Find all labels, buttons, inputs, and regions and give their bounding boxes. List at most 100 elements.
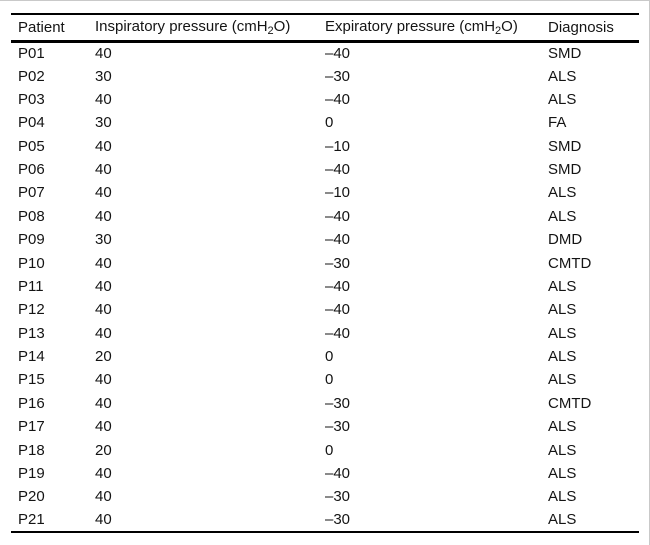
cell-expiratory: 0 bbox=[325, 371, 334, 389]
table-row: P09 30 –40 DMD bbox=[11, 228, 639, 251]
table-row: P13 40 –40 ALS bbox=[11, 322, 639, 345]
cell-inspiratory: 40 bbox=[95, 90, 112, 108]
table-row: P21 40 –30 ALS bbox=[11, 509, 639, 532]
table-body: P01 40 –40 SMD P02 30 –30 ALS P03 40 –40 ALS P04 30 0 F… bbox=[11, 41, 639, 532]
cell-inspiratory: 40 bbox=[95, 488, 112, 506]
table-row: P03 40 –40 ALS bbox=[11, 88, 639, 111]
table-row: P20 40 –30 ALS bbox=[11, 485, 639, 508]
cell-patient: P01 bbox=[18, 44, 45, 62]
cell-inspiratory: 30 bbox=[95, 231, 112, 249]
cell-patient: P17 bbox=[18, 418, 45, 436]
cell-diagnosis: ALS bbox=[548, 488, 577, 506]
table-row: P12 40 –40 ALS bbox=[11, 298, 639, 321]
cell-patient: P18 bbox=[18, 441, 45, 459]
cell-diagnosis: SMD bbox=[548, 44, 582, 62]
cell-diagnosis: ALS bbox=[548, 301, 577, 319]
cell-patient: P06 bbox=[18, 161, 45, 179]
table-row: P10 40 –30 CMTD bbox=[11, 251, 639, 274]
column-header-inspiratory-text-end: O) bbox=[273, 17, 291, 35]
cell-diagnosis: ALS bbox=[548, 464, 577, 482]
cell-inspiratory: 30 bbox=[95, 67, 112, 85]
table-row: P08 40 –40 ALS bbox=[11, 205, 639, 228]
cell-expiratory: –30 bbox=[325, 418, 351, 436]
cell-expiratory: –40 bbox=[325, 207, 351, 225]
cell-patient: P08 bbox=[18, 207, 45, 225]
cell-inspiratory: 40 bbox=[95, 44, 112, 62]
cell-expiratory: –40 bbox=[325, 324, 351, 342]
column-header-inspiratory-pressure: Inspiratory pressure (cmH2O) bbox=[95, 14, 325, 41]
table-row: P16 40 –30 CMTD bbox=[11, 392, 639, 415]
cell-patient: P19 bbox=[18, 464, 45, 482]
cell-expiratory: 0 bbox=[325, 114, 334, 132]
cell-expiratory: –40 bbox=[325, 301, 351, 319]
cell-diagnosis: ALS bbox=[548, 207, 577, 225]
cell-diagnosis: ALS bbox=[548, 184, 577, 202]
cell-diagnosis: CMTD bbox=[548, 394, 592, 412]
table-row: P19 40 –40 ALS bbox=[11, 462, 639, 485]
cell-patient: P02 bbox=[18, 67, 45, 85]
cell-inspiratory: 40 bbox=[95, 511, 112, 529]
column-header-expiratory-text-end: O) bbox=[501, 17, 518, 35]
cell-expiratory: 0 bbox=[325, 348, 334, 366]
cell-diagnosis: FA bbox=[548, 114, 567, 132]
table-row: P02 30 –30 ALS bbox=[11, 64, 639, 87]
column-header-inspiratory-subscript: 2 bbox=[267, 24, 274, 37]
cell-inspiratory: 40 bbox=[95, 277, 112, 295]
cell-expiratory: –40 bbox=[325, 231, 351, 249]
cell-expiratory: –10 bbox=[325, 137, 351, 155]
cell-diagnosis: SMD bbox=[548, 137, 582, 155]
cell-expiratory: –40 bbox=[325, 44, 351, 62]
cell-expiratory: –30 bbox=[325, 394, 351, 412]
cell-patient: P20 bbox=[18, 488, 45, 506]
cell-diagnosis: ALS bbox=[548, 418, 577, 436]
table-row: P14 20 0 ALS bbox=[11, 345, 639, 368]
cell-patient: P14 bbox=[18, 348, 45, 366]
cell-patient: P15 bbox=[18, 371, 45, 389]
cell-diagnosis: ALS bbox=[548, 277, 577, 295]
cell-expiratory: –10 bbox=[325, 184, 351, 202]
cell-inspiratory: 40 bbox=[95, 394, 112, 412]
cell-inspiratory: 40 bbox=[95, 137, 112, 155]
table-row: P01 40 –40 SMD bbox=[11, 41, 639, 64]
cell-inspiratory: 40 bbox=[95, 301, 112, 319]
cell-expiratory: 0 bbox=[325, 441, 334, 459]
table-row: P11 40 –40 ALS bbox=[11, 275, 639, 298]
cell-inspiratory: 40 bbox=[95, 254, 112, 272]
table-row: P15 40 0 ALS bbox=[11, 368, 639, 391]
cell-patient: P07 bbox=[18, 184, 45, 202]
cell-patient: P16 bbox=[18, 394, 45, 412]
column-header-expiratory-pressure: Expiratory pressure (cmH2O) bbox=[325, 14, 548, 41]
cell-diagnosis: CMTD bbox=[548, 254, 592, 272]
cell-inspiratory: 40 bbox=[95, 184, 112, 202]
table-row: P17 40 –30 ALS bbox=[11, 415, 639, 438]
cell-diagnosis: ALS bbox=[548, 371, 577, 389]
cell-inspiratory: 40 bbox=[95, 464, 112, 482]
column-header-patient: Patient bbox=[11, 14, 95, 41]
cell-patient: P10 bbox=[18, 254, 45, 272]
column-header-expiratory-subscript: 2 bbox=[495, 24, 502, 37]
column-header-diagnosis: Diagnosis bbox=[548, 14, 639, 41]
cell-expiratory: –40 bbox=[325, 161, 351, 179]
column-header-inspiratory-text: Inspiratory pressure (cmH bbox=[95, 17, 268, 35]
table-row: P07 40 –10 ALS bbox=[11, 181, 639, 204]
cell-patient: P13 bbox=[18, 324, 45, 342]
cell-diagnosis: ALS bbox=[548, 90, 577, 108]
cell-expiratory: –40 bbox=[325, 277, 351, 295]
table-row: P04 30 0 FA bbox=[11, 111, 639, 134]
cell-diagnosis: ALS bbox=[548, 348, 577, 366]
cell-expiratory: –30 bbox=[325, 254, 351, 272]
table-row: P06 40 –40 SMD bbox=[11, 158, 639, 181]
table-row: P05 40 –10 SMD bbox=[11, 135, 639, 158]
cell-expiratory: –40 bbox=[325, 464, 351, 482]
cell-patient: P05 bbox=[18, 137, 45, 155]
cell-patient: P04 bbox=[18, 114, 45, 132]
table-row: P18 20 0 ALS bbox=[11, 438, 639, 461]
cell-inspiratory: 20 bbox=[95, 348, 112, 366]
cell-inspiratory: 20 bbox=[95, 441, 112, 459]
cell-expiratory: –30 bbox=[325, 488, 351, 506]
cell-diagnosis: ALS bbox=[548, 67, 577, 85]
table-header: Patient Inspiratory pressure (cmH2O) Exp… bbox=[11, 14, 639, 41]
cell-inspiratory: 40 bbox=[95, 371, 112, 389]
cell-expiratory: –40 bbox=[325, 90, 351, 108]
